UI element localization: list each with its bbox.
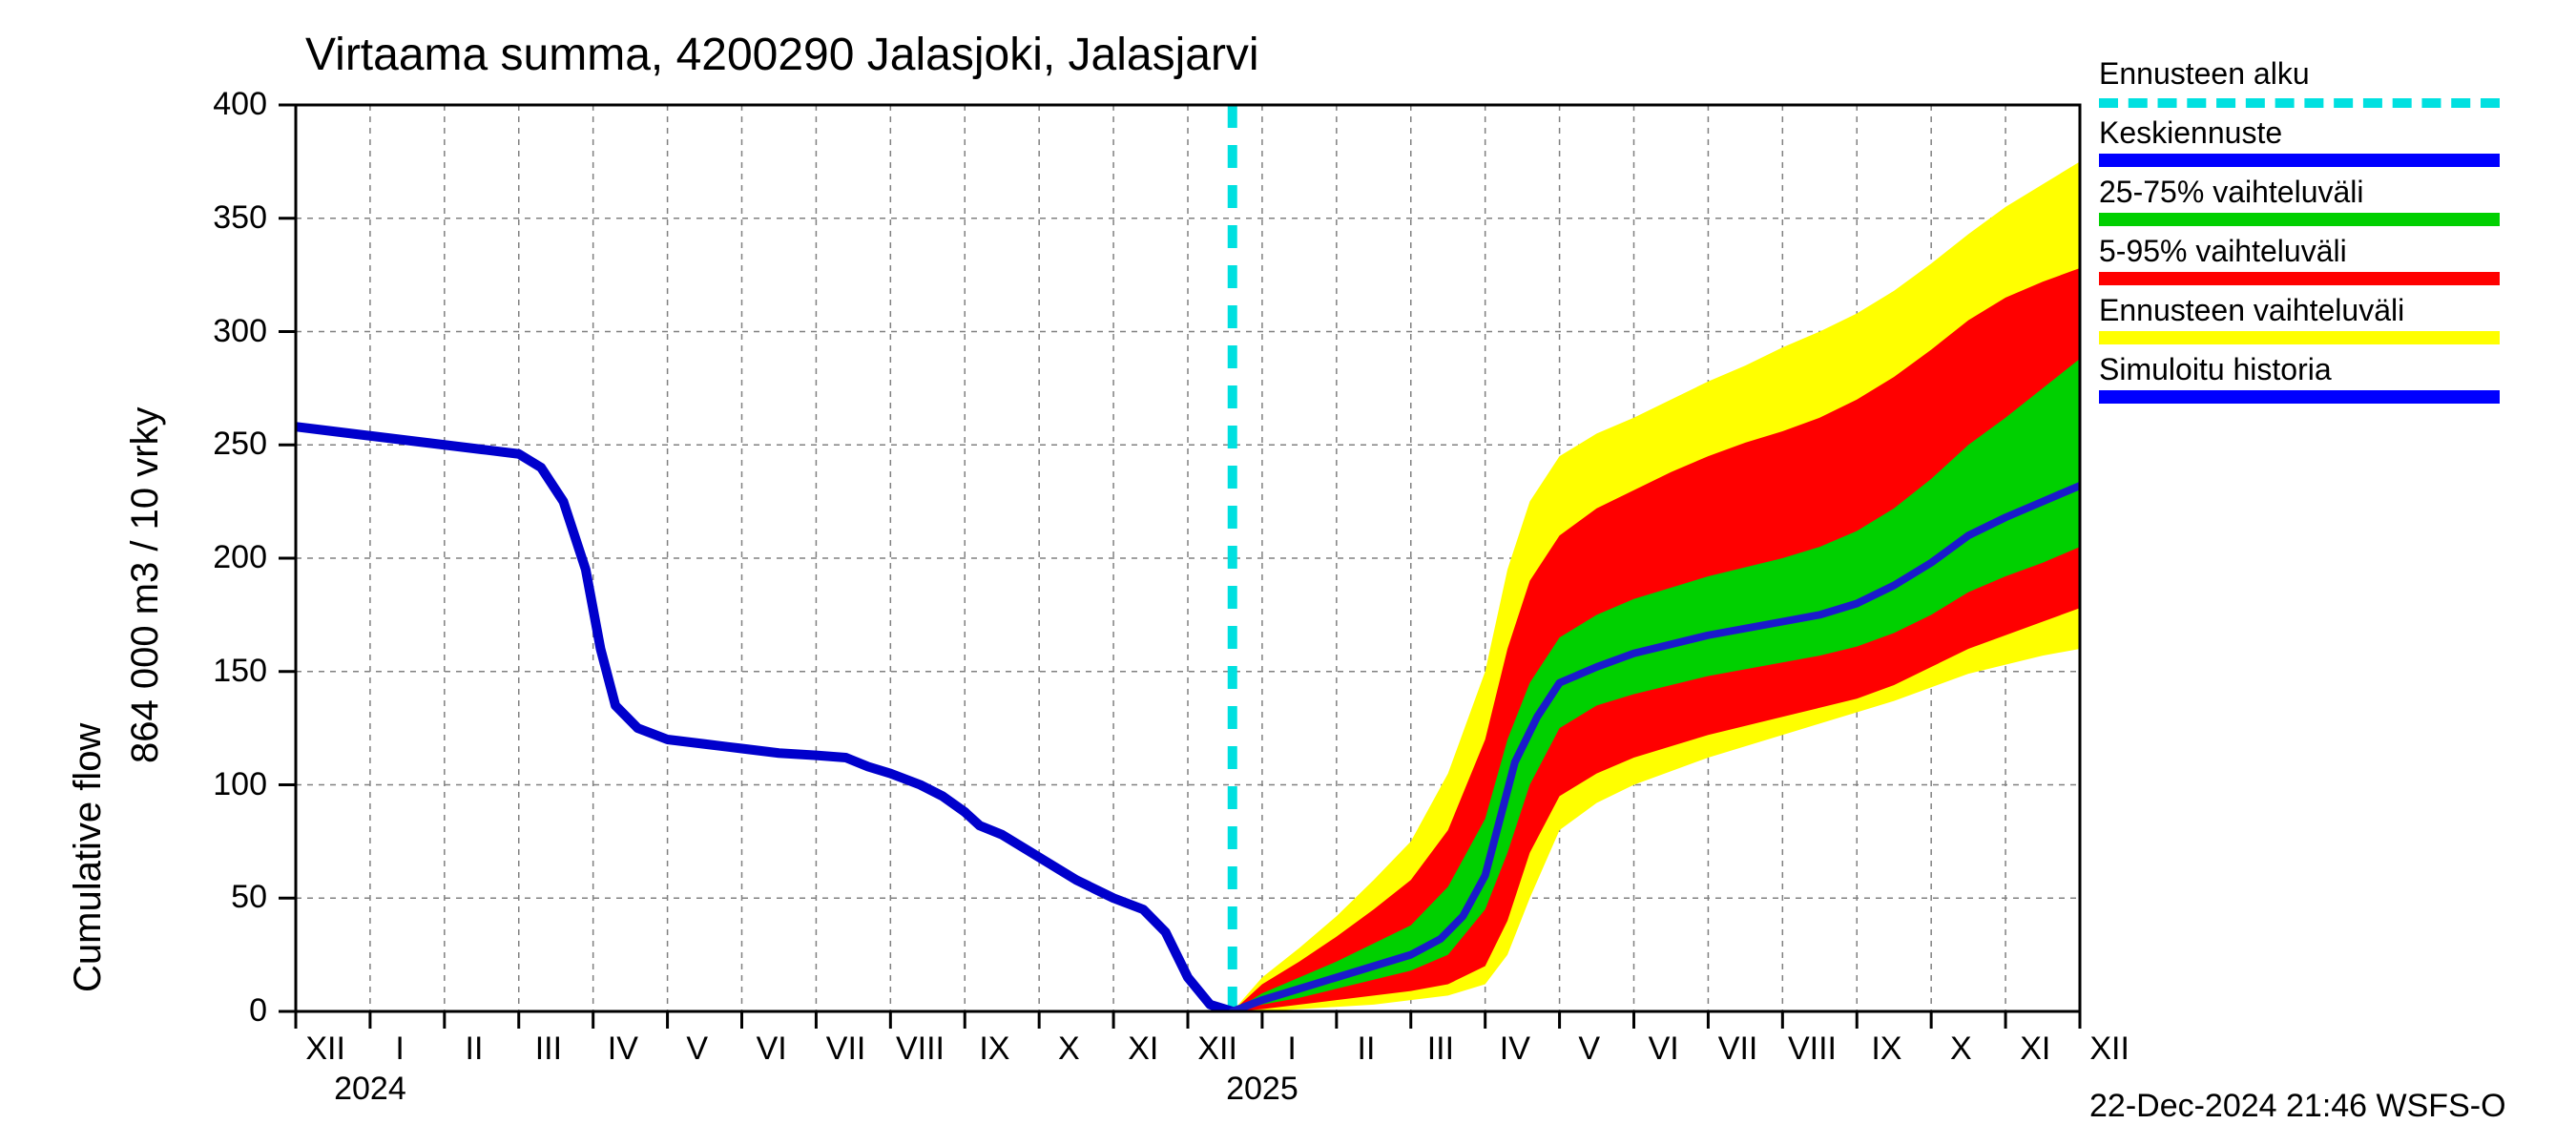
legend: Ennusteen alku Keskiennuste 25-75% vaihtel… xyxy=(2099,57,2500,412)
x-year-label: 2025 xyxy=(1226,1071,1298,1108)
y-tick-label: 250 xyxy=(213,426,267,463)
x-tick-label: III xyxy=(1427,1030,1454,1068)
x-tick-label: III xyxy=(535,1030,562,1068)
x-tick-label: IV xyxy=(608,1030,638,1068)
x-tick-label: X xyxy=(1950,1030,1972,1068)
x-tick-label: VII xyxy=(826,1030,866,1068)
y-tick-label: 150 xyxy=(213,653,267,690)
x-tick-label: V xyxy=(1578,1030,1600,1068)
x-tick-label: X xyxy=(1058,1030,1080,1068)
legend-item: Keskiennuste xyxy=(2099,116,2500,176)
y-tick-label: 350 xyxy=(213,199,267,237)
legend-label: Ennusteen alku xyxy=(2099,57,2500,91)
legend-swatch xyxy=(2099,331,2500,344)
x-tick-label: XI xyxy=(1128,1030,1158,1068)
x-tick-label: VIII xyxy=(1788,1030,1837,1068)
x-tick-label: VI xyxy=(1649,1030,1679,1068)
x-tick-label: V xyxy=(686,1030,708,1068)
legend-label: 5-95% vaihteluväli xyxy=(2099,235,2500,268)
legend-item: 5-95% vaihteluväli xyxy=(2099,235,2500,294)
x-tick-label: XII xyxy=(2089,1030,2129,1068)
footer-timestamp: 22-Dec-2024 21:46 WSFS-O xyxy=(2089,1088,2506,1125)
y-tick-label: 0 xyxy=(249,992,267,1030)
y-tick-label: 300 xyxy=(213,313,267,350)
legend-label: 25-75% vaihteluväli xyxy=(2099,176,2500,209)
legend-swatch xyxy=(2099,272,2500,285)
x-tick-label: VIII xyxy=(896,1030,945,1068)
x-year-label: 2024 xyxy=(334,1071,406,1108)
x-tick-label: IV xyxy=(1500,1030,1530,1068)
legend-item: 25-75% vaihteluväli xyxy=(2099,176,2500,235)
y-tick-label: 200 xyxy=(213,539,267,576)
x-tick-label: XI xyxy=(2020,1030,2050,1068)
x-tick-label: VI xyxy=(757,1030,787,1068)
x-tick-label: I xyxy=(395,1030,404,1068)
x-tick-label: IX xyxy=(1871,1030,1901,1068)
y-tick-label: 100 xyxy=(213,766,267,803)
x-tick-label: VII xyxy=(1718,1030,1758,1068)
legend-swatch xyxy=(2099,154,2500,167)
legend-swatch xyxy=(2099,390,2500,404)
x-tick-label: XII xyxy=(1197,1030,1237,1068)
legend-swatch xyxy=(2099,213,2500,226)
legend-item: Ennusteen alku xyxy=(2099,57,2500,116)
legend-item: Ennusteen vaihteluväli xyxy=(2099,294,2500,353)
x-tick-label: I xyxy=(1287,1030,1296,1068)
y-tick-label: 400 xyxy=(213,86,267,123)
x-tick-label: II xyxy=(466,1030,484,1068)
x-tick-label: II xyxy=(1358,1030,1376,1068)
x-tick-label: IX xyxy=(979,1030,1009,1068)
history-line xyxy=(296,427,1233,1011)
legend-item: Simuloitu historia xyxy=(2099,353,2500,412)
legend-label: Simuloitu historia xyxy=(2099,353,2500,386)
legend-label: Keskiennuste xyxy=(2099,116,2500,150)
legend-swatch xyxy=(2099,98,2500,108)
legend-label: Ennusteen vaihteluväli xyxy=(2099,294,2500,327)
y-tick-label: 50 xyxy=(231,879,267,916)
x-tick-label: XII xyxy=(305,1030,345,1068)
